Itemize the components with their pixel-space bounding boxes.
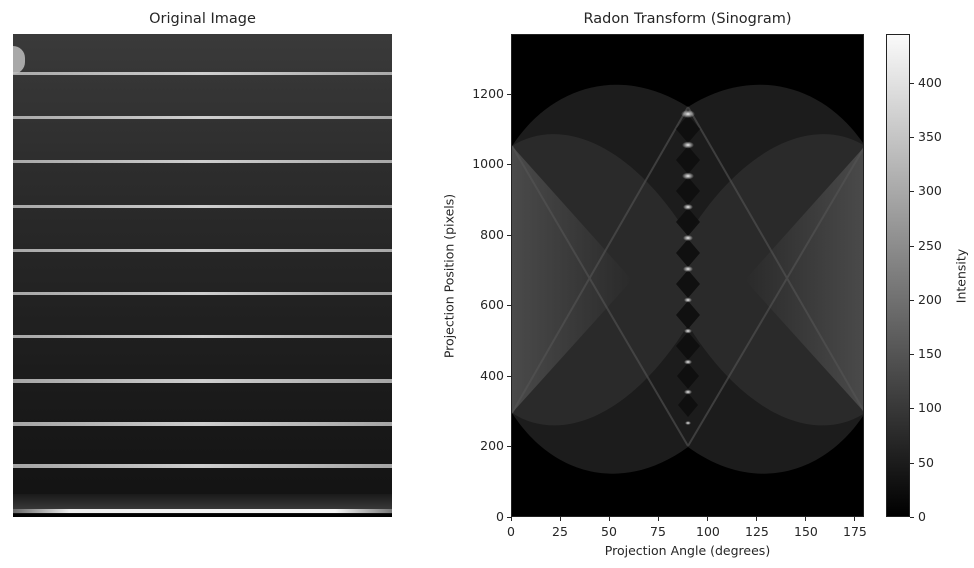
y-axis-label: Projection Position (pixels) [441, 193, 457, 359]
colorbar-label: Intensity [953, 248, 969, 304]
colorbar-tick-label: 250 [918, 238, 942, 253]
x-tick-label: 50 [601, 524, 617, 539]
x-tick-label: 125 [745, 524, 769, 539]
x-tick-label: 150 [794, 524, 818, 539]
x-tick-label: 25 [552, 524, 568, 539]
y-tick-label: 0 [496, 509, 504, 524]
original-image-title: Original Image [149, 11, 256, 27]
sinogram-title: Radon Transform (Sinogram) [583, 11, 792, 27]
colorbar-tick-label: 350 [918, 129, 942, 144]
colorbar-tick-label: 200 [918, 292, 942, 307]
colorbar-tick-label: 400 [918, 75, 942, 90]
x-tick-label: 100 [696, 524, 720, 539]
x-tick-label: 175 [843, 524, 867, 539]
colorbar-tick-label: 150 [918, 346, 942, 361]
colorbar-tick-label: 100 [918, 400, 942, 415]
y-tick-label: 800 [480, 227, 504, 242]
x-tick-label: 0 [507, 524, 515, 539]
colorbar-tick-label: 50 [918, 455, 934, 470]
y-tick-label: 1200 [472, 86, 504, 101]
image-blob [13, 46, 25, 74]
y-tick-label: 200 [480, 438, 504, 453]
colorbar [886, 34, 910, 517]
y-tick-label: 600 [480, 297, 504, 312]
sinogram-plot [511, 34, 864, 517]
colorbar-tick-label: 0 [918, 509, 926, 524]
y-tick-label: 1000 [472, 156, 504, 171]
x-tick-label: 75 [650, 524, 666, 539]
x-axis-label: Projection Angle (degrees) [604, 543, 771, 558]
original-image [13, 34, 392, 517]
colorbar-tick-label: 300 [918, 183, 942, 198]
y-tick-label: 400 [480, 368, 504, 383]
